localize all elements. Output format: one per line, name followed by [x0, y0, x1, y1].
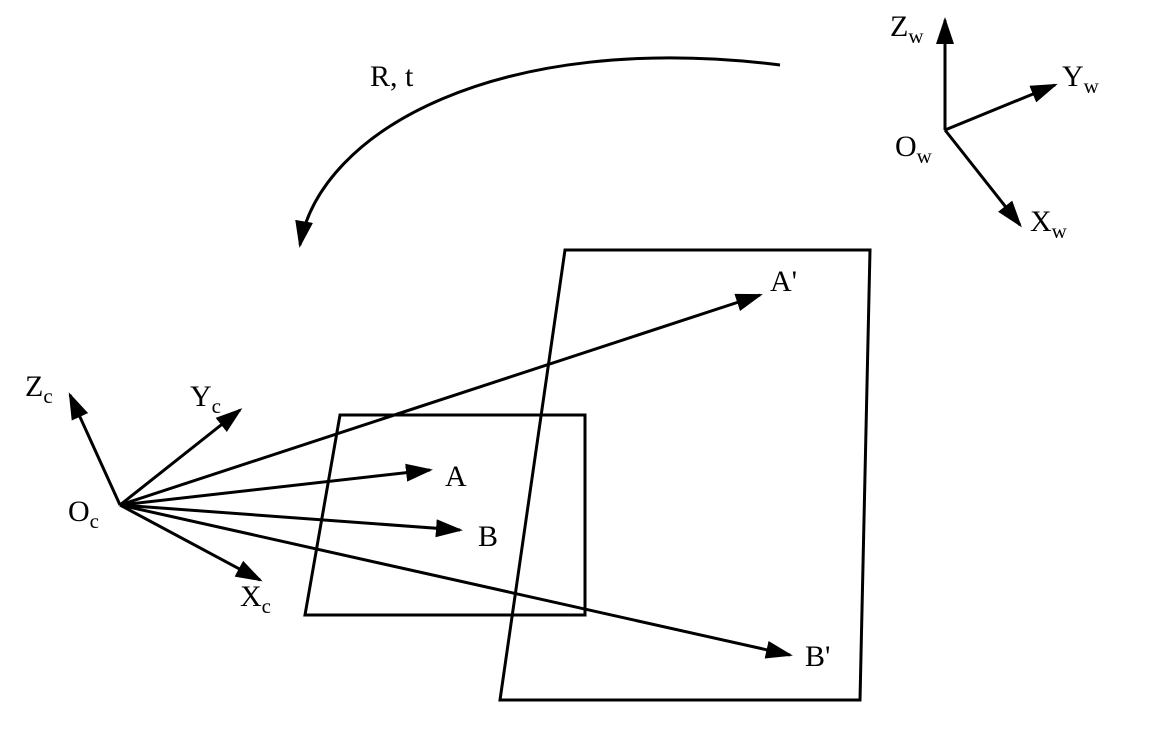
a-label: A — [445, 460, 467, 494]
yc-label: Yc — [190, 380, 221, 419]
xw-label: Xw — [1030, 205, 1067, 244]
b-label: B — [478, 520, 498, 554]
oc-label: Oc — [68, 495, 99, 534]
zw-label: Zw — [890, 10, 924, 49]
b-prime-label: B' — [805, 640, 830, 674]
ow-label: Ow — [895, 130, 932, 169]
yw-label: Yw — [1062, 60, 1099, 99]
zc-label: Zc — [25, 370, 53, 409]
a-prime-label: A' — [770, 265, 797, 299]
diagram-canvas — [0, 0, 1150, 750]
rt-label: R, t — [370, 60, 413, 94]
xc-label: Xc — [240, 580, 271, 619]
